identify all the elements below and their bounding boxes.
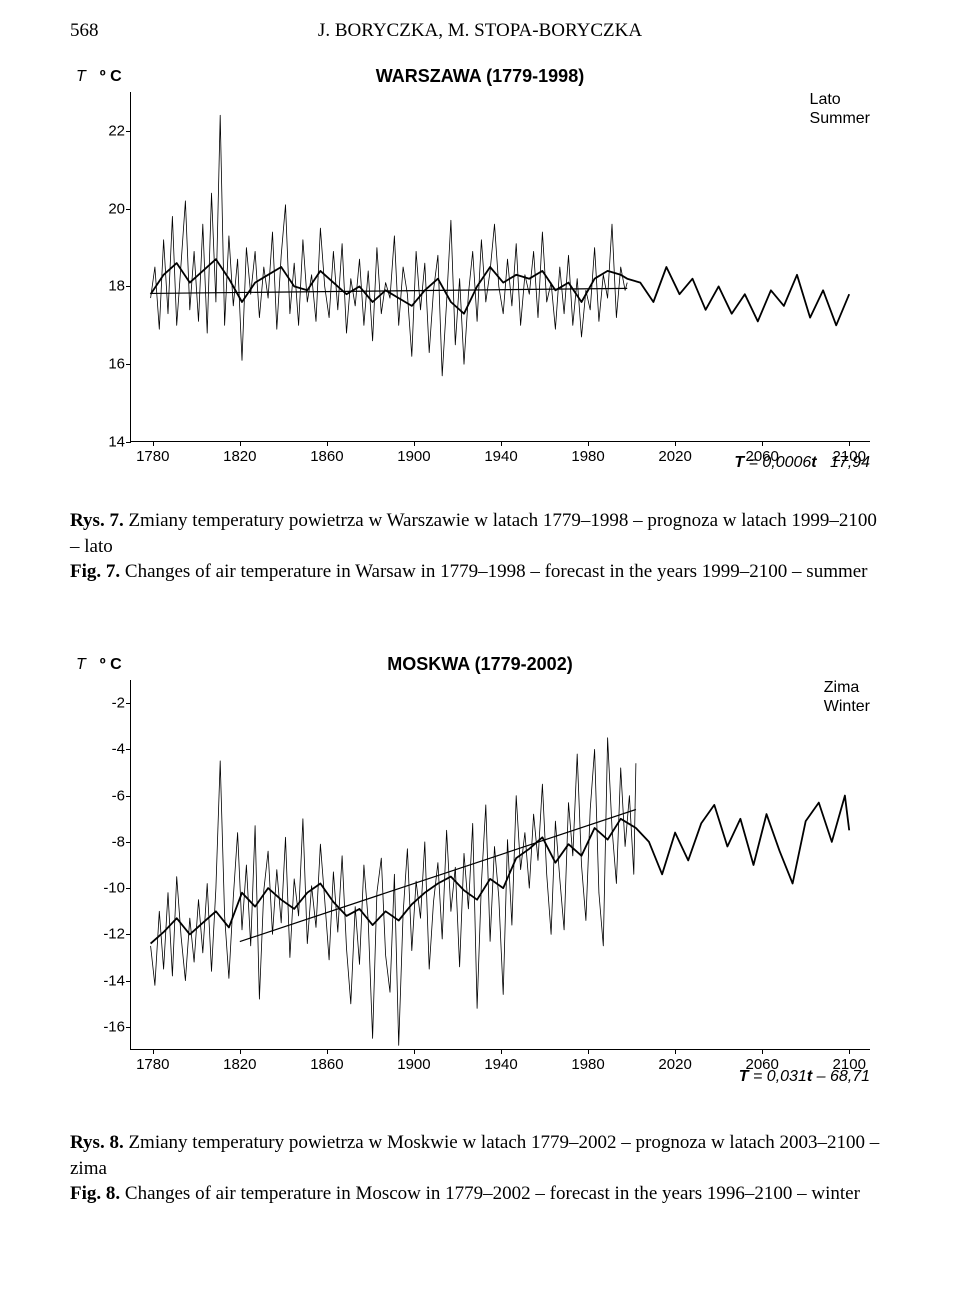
chart-title: MOSKWA (1779-2002): [70, 654, 890, 675]
y-tick-label: -16: [91, 1018, 125, 1035]
x-tick-label: 1940: [484, 1056, 517, 1073]
trend-equation: T = 0,031t – 68,71: [739, 1068, 870, 1086]
x-tick-label: 1780: [136, 448, 169, 465]
y-tick-label: 14: [91, 434, 125, 451]
x-tick-label: 1900: [397, 1056, 430, 1073]
page-header: 568 J. BORYCZKA, M. STOPA-BORYCZKA: [0, 20, 960, 50]
figure-8-caption: Rys. 8. Zmiany temperatury powietrza w M…: [70, 1130, 890, 1207]
x-tick-label: 1860: [310, 1056, 343, 1073]
plot-area: -16-14-12-10-8-6-4-217801820186019001940…: [130, 680, 870, 1050]
trend-equation: T = 0,0006t 17,94: [734, 454, 870, 472]
y-tick-label: -12: [91, 926, 125, 943]
y-tick-label: -8: [91, 833, 125, 850]
y-tick-label: 16: [91, 356, 125, 373]
figure-7-caption: Rys. 7. Zmiany temperatury powietrza w W…: [70, 508, 890, 585]
y-tick-label: -6: [91, 787, 125, 804]
y-tick-label: -4: [91, 741, 125, 758]
x-tick-label: 2020: [658, 448, 691, 465]
y-tick-label: -2: [91, 695, 125, 712]
y-tick-label: 18: [91, 278, 125, 295]
authors: J. BORYCZKA, M. STOPA-BORYCZKA: [0, 20, 960, 42]
x-tick-label: 2020: [658, 1056, 691, 1073]
x-tick-label: 1980: [571, 1056, 604, 1073]
x-tick-label: 1780: [136, 1056, 169, 1073]
x-tick-label: 1820: [223, 1056, 256, 1073]
plot-area: 1416182022178018201860190019401980202020…: [130, 92, 870, 442]
y-tick-label: -14: [91, 972, 125, 989]
y-tick-label: 22: [91, 122, 125, 139]
chart-title: WARSZAWA (1779-1998): [70, 66, 890, 87]
chart-warsaw: Tº C WARSZAWA (1779-1998) Lato Summer 14…: [70, 62, 890, 482]
y-tick-label: 20: [91, 200, 125, 217]
x-tick-label: 1900: [397, 448, 430, 465]
x-tick-label: 1940: [484, 448, 517, 465]
y-tick-label: -10: [91, 880, 125, 897]
x-tick-label: 1860: [310, 448, 343, 465]
x-tick-label: 1980: [571, 448, 604, 465]
x-tick-label: 1820: [223, 448, 256, 465]
chart-moscow: Tº C MOSKWA (1779-2002) Zima Winter -16-…: [70, 650, 890, 1100]
